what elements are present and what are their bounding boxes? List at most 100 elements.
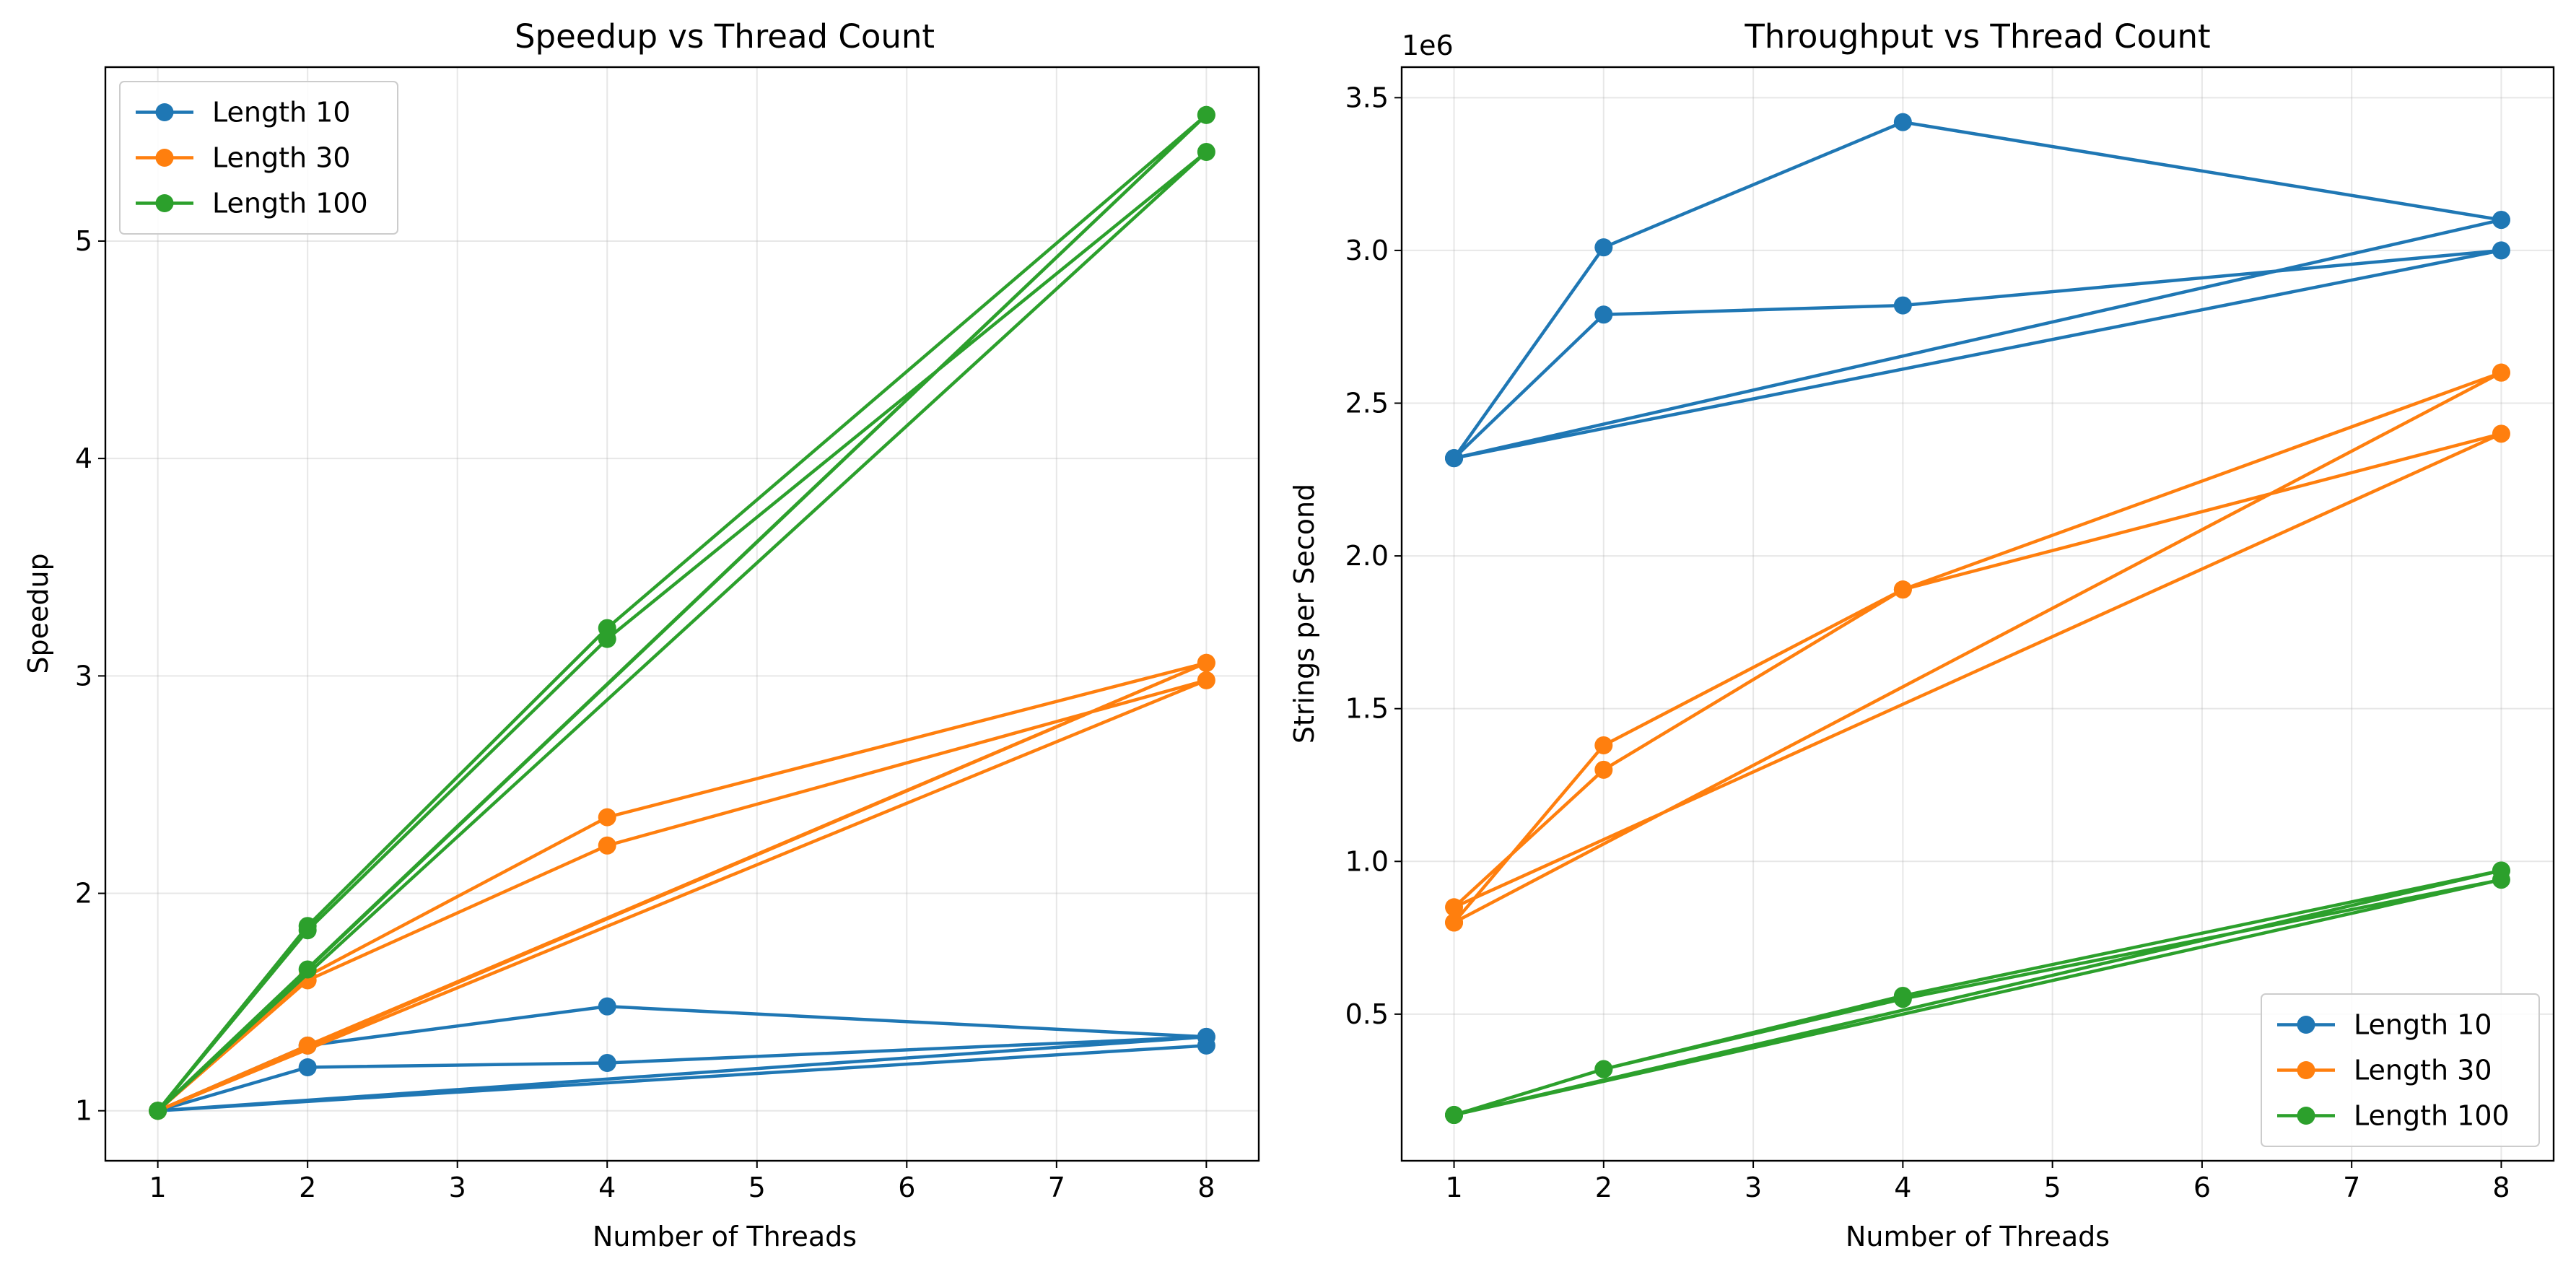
throughput-y-tick-label: 2.0 <box>1345 540 1389 572</box>
throughput-legend-marker-length-30 <box>2297 1061 2315 1079</box>
speedup-point-length-100 <box>1197 105 1215 124</box>
speedup-point-length-30 <box>1197 653 1215 672</box>
throughput-line-length-100 <box>1452 868 2503 1117</box>
throughput-line-length-10 <box>1452 120 2503 460</box>
throughput-y-tick-label: 0.5 <box>1345 998 1389 1030</box>
throughput-point-length-10 <box>1445 449 1464 468</box>
speedup-legend-label-length-10: Length 10 <box>212 97 351 128</box>
speedup-legend-box <box>119 81 398 235</box>
throughput-point-length-10 <box>1594 305 1613 324</box>
throughput-x-tick-label: 7 <box>2343 1172 2360 1203</box>
speedup-x-tick-label: 5 <box>748 1172 766 1203</box>
speedup-point-length-100 <box>149 1102 167 1120</box>
throughput-point-length-100 <box>2492 861 2510 880</box>
speedup-legend-marker-length-30 <box>155 149 174 167</box>
throughput-line-length-30 <box>1452 370 2503 925</box>
speedup-x-tick-label: 8 <box>1197 1172 1215 1203</box>
speedup-point-length-10 <box>298 1058 317 1076</box>
throughput-x-tick-label: 5 <box>2044 1172 2061 1203</box>
throughput-x-tick-label: 4 <box>1894 1172 1911 1203</box>
speedup-y-ticks: 1 2 3 4 5 <box>75 225 105 1127</box>
throughput-point-length-30 <box>2492 363 2510 382</box>
speedup-point-length-30 <box>298 1036 317 1055</box>
throughput-x-tick-label: 3 <box>1745 1172 1762 1203</box>
throughput-x-tick-label: 1 <box>1445 1172 1462 1203</box>
speedup-point-length-10 <box>598 1053 616 1072</box>
speedup-y-tick-label: 4 <box>75 443 92 474</box>
speedup-point-length-100 <box>298 921 317 940</box>
throughput-point-length-10 <box>2492 211 2510 230</box>
speedup-point-length-30 <box>598 836 616 855</box>
speedup-point-length-30 <box>1197 671 1215 689</box>
speedup-x-tick-label: 3 <box>449 1172 466 1203</box>
speedup-x-ticks: 1 2 3 4 5 6 7 8 <box>149 1161 1215 1203</box>
speedup-x-tick-label: 7 <box>1048 1172 1065 1203</box>
throughput-legend-label-length-100: Length 100 <box>2354 1100 2510 1132</box>
throughput-point-length-100 <box>1893 990 1912 1008</box>
throughput-point-length-10 <box>1893 296 1912 315</box>
speedup-point-length-10 <box>1197 1036 1215 1055</box>
throughput-point-length-10 <box>2492 241 2510 260</box>
throughput-legend-label-length-10: Length 10 <box>2354 1009 2492 1041</box>
throughput-point-length-30 <box>1445 898 1464 917</box>
speedup-x-tick-label: 4 <box>598 1172 616 1203</box>
throughput-y-tick-label: 3.5 <box>1345 82 1389 113</box>
speedup-legend-label-length-30: Length 30 <box>212 142 351 174</box>
speedup-point-length-30 <box>598 808 616 827</box>
speedup-x-tick-label: 1 <box>149 1172 167 1203</box>
speedup-y-tick-label: 2 <box>75 878 92 910</box>
throughput-x-tick-label: 8 <box>2492 1172 2510 1203</box>
throughput-series <box>1445 113 2510 1125</box>
throughput-y-tick-label: 1.0 <box>1345 845 1389 877</box>
speedup-panel: 1 2 3 4 5 6 7 8 1 2 3 4 5 Speedup vs Thread Count N… <box>22 17 1260 1252</box>
throughput-point-length-10 <box>1893 113 1912 131</box>
speedup-legend-marker-length-10 <box>155 103 174 121</box>
speedup-legend: Length 10 Length 30 Length 100 <box>119 81 398 235</box>
speedup-y-label: Speedup <box>22 553 54 674</box>
throughput-legend: Length 10 Length 30 Length 100 <box>2261 993 2540 1147</box>
throughput-y-tick-label: 1.5 <box>1345 693 1389 725</box>
throughput-y-offset-label: 1e6 <box>1402 30 1454 61</box>
throughput-point-length-30 <box>2492 424 2510 443</box>
throughput-point-length-100 <box>1594 1060 1613 1078</box>
throughput-point-length-30 <box>1594 760 1613 779</box>
throughput-legend-marker-length-10 <box>2297 1016 2315 1034</box>
speedup-series <box>149 105 1215 1120</box>
throughput-x-label: Number of Threads <box>1846 1221 2110 1252</box>
throughput-x-tick-label: 2 <box>1595 1172 1612 1203</box>
speedup-y-tick-label: 3 <box>75 660 92 692</box>
speedup-point-length-100 <box>598 629 616 648</box>
throughput-point-length-10 <box>1594 238 1613 257</box>
throughput-y-tick-label: 3.0 <box>1345 235 1389 266</box>
throughput-point-length-30 <box>1594 736 1613 754</box>
throughput-x-ticks: 1 2 3 4 5 6 7 8 <box>1445 1161 2510 1203</box>
speedup-grid <box>105 67 1259 1161</box>
throughput-point-length-100 <box>1445 1106 1464 1125</box>
throughput-axes-frame <box>1400 66 2555 1162</box>
throughput-x-tick-label: 6 <box>2193 1172 2211 1203</box>
throughput-y-ticks: 0.5 1.0 1.5 2.0 2.5 3.0 3.5 <box>1345 82 1402 1030</box>
throughput-panel: 1 2 3 4 5 6 7 8 0.5 1.0 1.5 2.0 2.5 3.0 3.5 Throughpu… <box>1288 17 2555 1252</box>
speedup-x-label: Number of Threads <box>593 1221 857 1252</box>
speedup-axes-frame <box>104 66 1260 1162</box>
speedup-title: Speedup vs Thread Count <box>515 17 935 56</box>
throughput-legend-label-length-30: Length 30 <box>2354 1055 2492 1086</box>
speedup-x-tick-label: 6 <box>898 1172 915 1203</box>
speedup-y-tick-label: 5 <box>75 225 92 257</box>
speedup-point-length-10 <box>598 997 616 1016</box>
speedup-line-length-10 <box>156 1004 1208 1112</box>
throughput-legend-marker-length-100 <box>2297 1107 2315 1125</box>
speedup-legend-label-length-100: Length 100 <box>212 188 368 219</box>
throughput-legend-box <box>2261 993 2540 1147</box>
speedup-point-length-100 <box>1197 142 1215 161</box>
throughput-y-tick-label: 2.5 <box>1345 388 1389 419</box>
throughput-title: Throughput vs Thread Count <box>1744 17 2210 56</box>
speedup-y-tick-label: 1 <box>75 1095 92 1127</box>
speedup-x-tick-label: 2 <box>299 1172 316 1203</box>
throughput-point-length-30 <box>1893 580 1912 599</box>
speedup-point-length-100 <box>298 960 317 979</box>
speedup-legend-marker-length-100 <box>155 194 174 212</box>
throughput-y-label: Strings per Second <box>1288 484 1320 744</box>
throughput-point-length-30 <box>1445 913 1464 932</box>
